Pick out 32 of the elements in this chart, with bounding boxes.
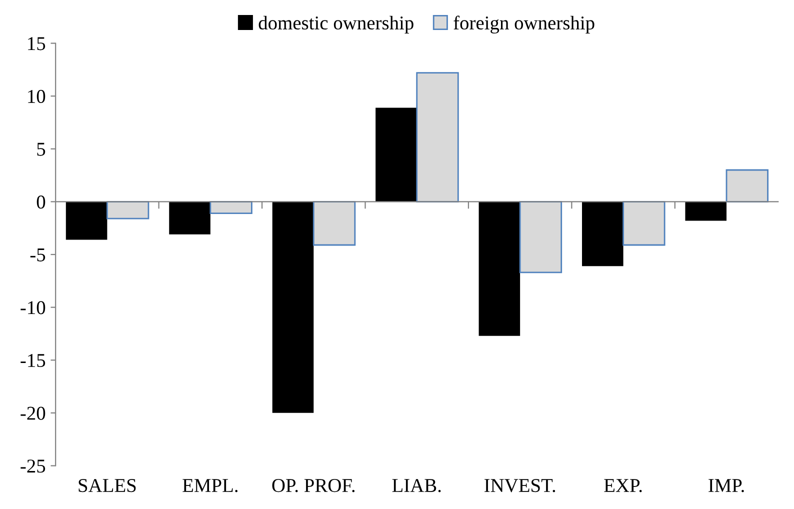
bar [582,202,624,266]
y-tick-label: -20 [20,406,46,420]
bar [272,202,314,413]
y-tick-label: 15 [28,37,46,50]
y-tick-label: -10 [20,301,46,314]
bar [66,202,108,240]
x-tick-label: INVEST. [484,479,556,492]
bar [726,169,768,202]
bar [312,200,356,246]
x-tick-label: SALES [78,479,136,492]
x-tick-label: LIAB. [392,479,441,492]
y-tick-label: -15 [20,354,46,368]
bar [106,200,150,220]
x-tick-label: IMP. [708,479,744,492]
bar [416,72,459,202]
y-tick-label: -25 [20,460,46,473]
y-tick-label: 5 [37,142,46,156]
bar [210,200,252,214]
x-tick-label: OP. PROF. [272,479,355,492]
bar [169,202,210,234]
x-tick-label: EMPL. [182,479,238,492]
bar [376,108,417,202]
legend-label: foreign ownership [454,16,594,34]
y-tick-label: 0 [36,196,46,209]
y-tick-label: -5 [30,248,46,262]
x-tick-label: EXP. [604,479,642,492]
bar [685,202,727,221]
legend-label: domestic ownership [258,16,414,34]
bar [519,200,562,274]
bar [478,202,520,336]
bar [622,200,666,246]
y-tick-label: 10 [28,90,46,104]
